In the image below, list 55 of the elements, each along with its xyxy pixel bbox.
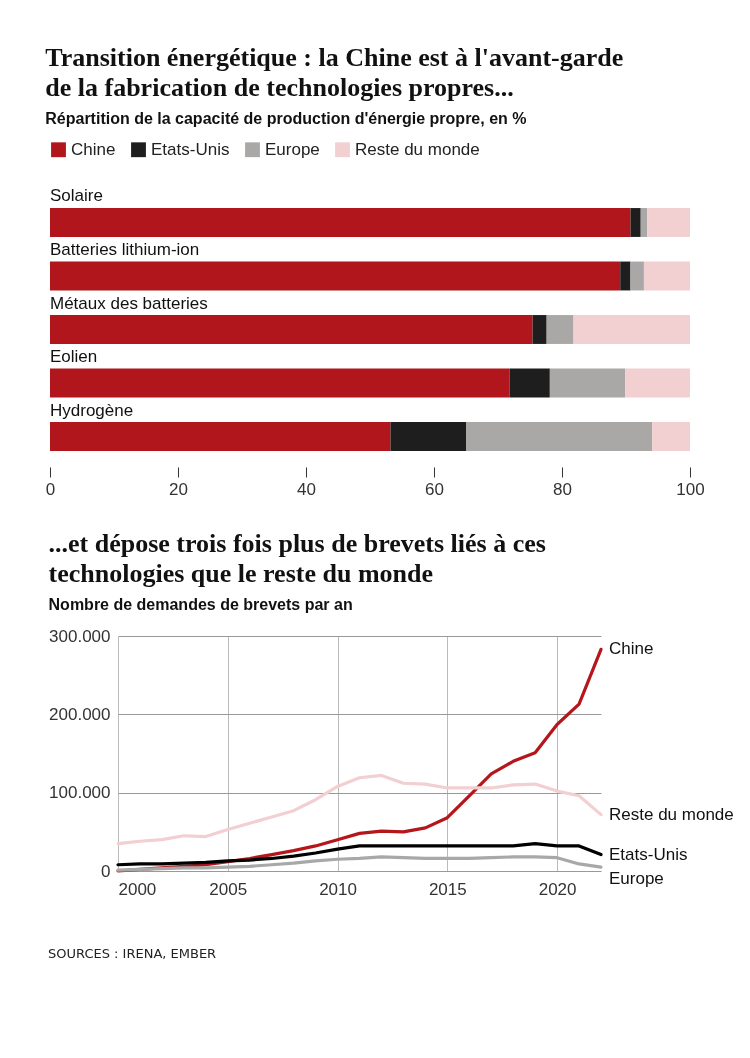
bar bbox=[630, 261, 644, 291]
legend-label: Etats-Unis bbox=[151, 139, 230, 159]
line-series bbox=[116, 841, 603, 867]
x-tick-label: 80 bbox=[553, 479, 572, 499]
chart-subtitle: Répartition de la capacité de production d'énergie propre, en % bbox=[45, 110, 527, 127]
chart-title: Transition énergétique : la Chine est à l'avant-garde de la fabrication de technologies propres... bbox=[45, 43, 624, 102]
series-label: Etats-Unis bbox=[609, 844, 688, 864]
y-tick-label: Solaire bbox=[50, 186, 103, 206]
bar bbox=[546, 315, 574, 344]
bar bbox=[640, 208, 648, 237]
y-tick-label: 100.000 bbox=[49, 783, 111, 803]
source-note: SOURCES : IRENA, EMBER bbox=[48, 946, 218, 961]
x-tick-label: 2000 bbox=[118, 879, 157, 899]
bar bbox=[50, 261, 621, 291]
y-tick-label: Métaux des batteries bbox=[50, 293, 208, 313]
x-tick-label: 60 bbox=[425, 479, 444, 499]
bar bbox=[620, 261, 631, 291]
x-tick-label: 100 bbox=[676, 479, 705, 499]
y-tick-label: 200.000 bbox=[49, 704, 111, 724]
y-tick-label: Batteries lithium-ion bbox=[50, 240, 200, 259]
bar bbox=[50, 315, 533, 344]
y-tick-label: 0 bbox=[101, 861, 111, 881]
bar bbox=[50, 422, 391, 451]
bar bbox=[652, 422, 690, 451]
bar bbox=[50, 368, 510, 398]
bar bbox=[549, 368, 626, 398]
x-tick-label: 20 bbox=[169, 479, 188, 499]
x-tick-label: 2015 bbox=[428, 879, 467, 899]
bar bbox=[50, 208, 631, 237]
line-series bbox=[116, 773, 603, 846]
bar bbox=[625, 368, 690, 398]
x-tick-label: 2005 bbox=[209, 879, 248, 899]
bar bbox=[573, 315, 690, 344]
bar bbox=[643, 261, 690, 291]
y-tick-label: Hydrogène bbox=[50, 400, 134, 420]
bar bbox=[466, 422, 653, 451]
bar bbox=[390, 422, 466, 451]
line-series bbox=[116, 855, 603, 872]
bar bbox=[630, 208, 641, 237]
x-tick-label: 2020 bbox=[538, 879, 577, 899]
series-label: Reste du monde bbox=[609, 804, 734, 824]
bar bbox=[509, 368, 550, 398]
series-label: Europe bbox=[609, 868, 664, 888]
x-tick-label: 2010 bbox=[319, 879, 357, 899]
chart-title: ...et dépose trois fois plus de brevets liés à ces technologies que le reste du monde bbox=[48, 529, 546, 588]
legend-label: Reste du monde bbox=[355, 139, 480, 159]
legend-label: Chine bbox=[71, 139, 116, 159]
series-label: Chine bbox=[609, 639, 654, 659]
y-tick-label: 300.000 bbox=[49, 626, 111, 646]
y-tick-label: Eolien bbox=[50, 347, 98, 366]
chart-subtitle: Nombre de demandes de brevets par an bbox=[48, 596, 353, 613]
x-tick-label: 40 bbox=[297, 479, 316, 499]
legend-label: Europe bbox=[265, 139, 320, 159]
bar bbox=[532, 315, 547, 344]
bar bbox=[647, 208, 690, 237]
